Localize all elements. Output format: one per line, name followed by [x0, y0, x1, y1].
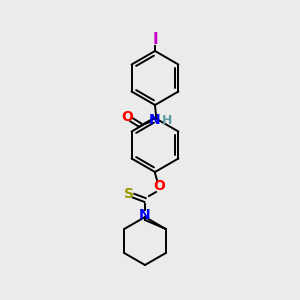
Text: I: I — [152, 32, 158, 46]
Text: O: O — [121, 110, 133, 124]
Text: S: S — [124, 187, 134, 201]
Text: N: N — [139, 208, 151, 222]
Text: O: O — [153, 179, 165, 193]
Text: H: H — [162, 113, 172, 127]
Text: N: N — [149, 113, 161, 127]
